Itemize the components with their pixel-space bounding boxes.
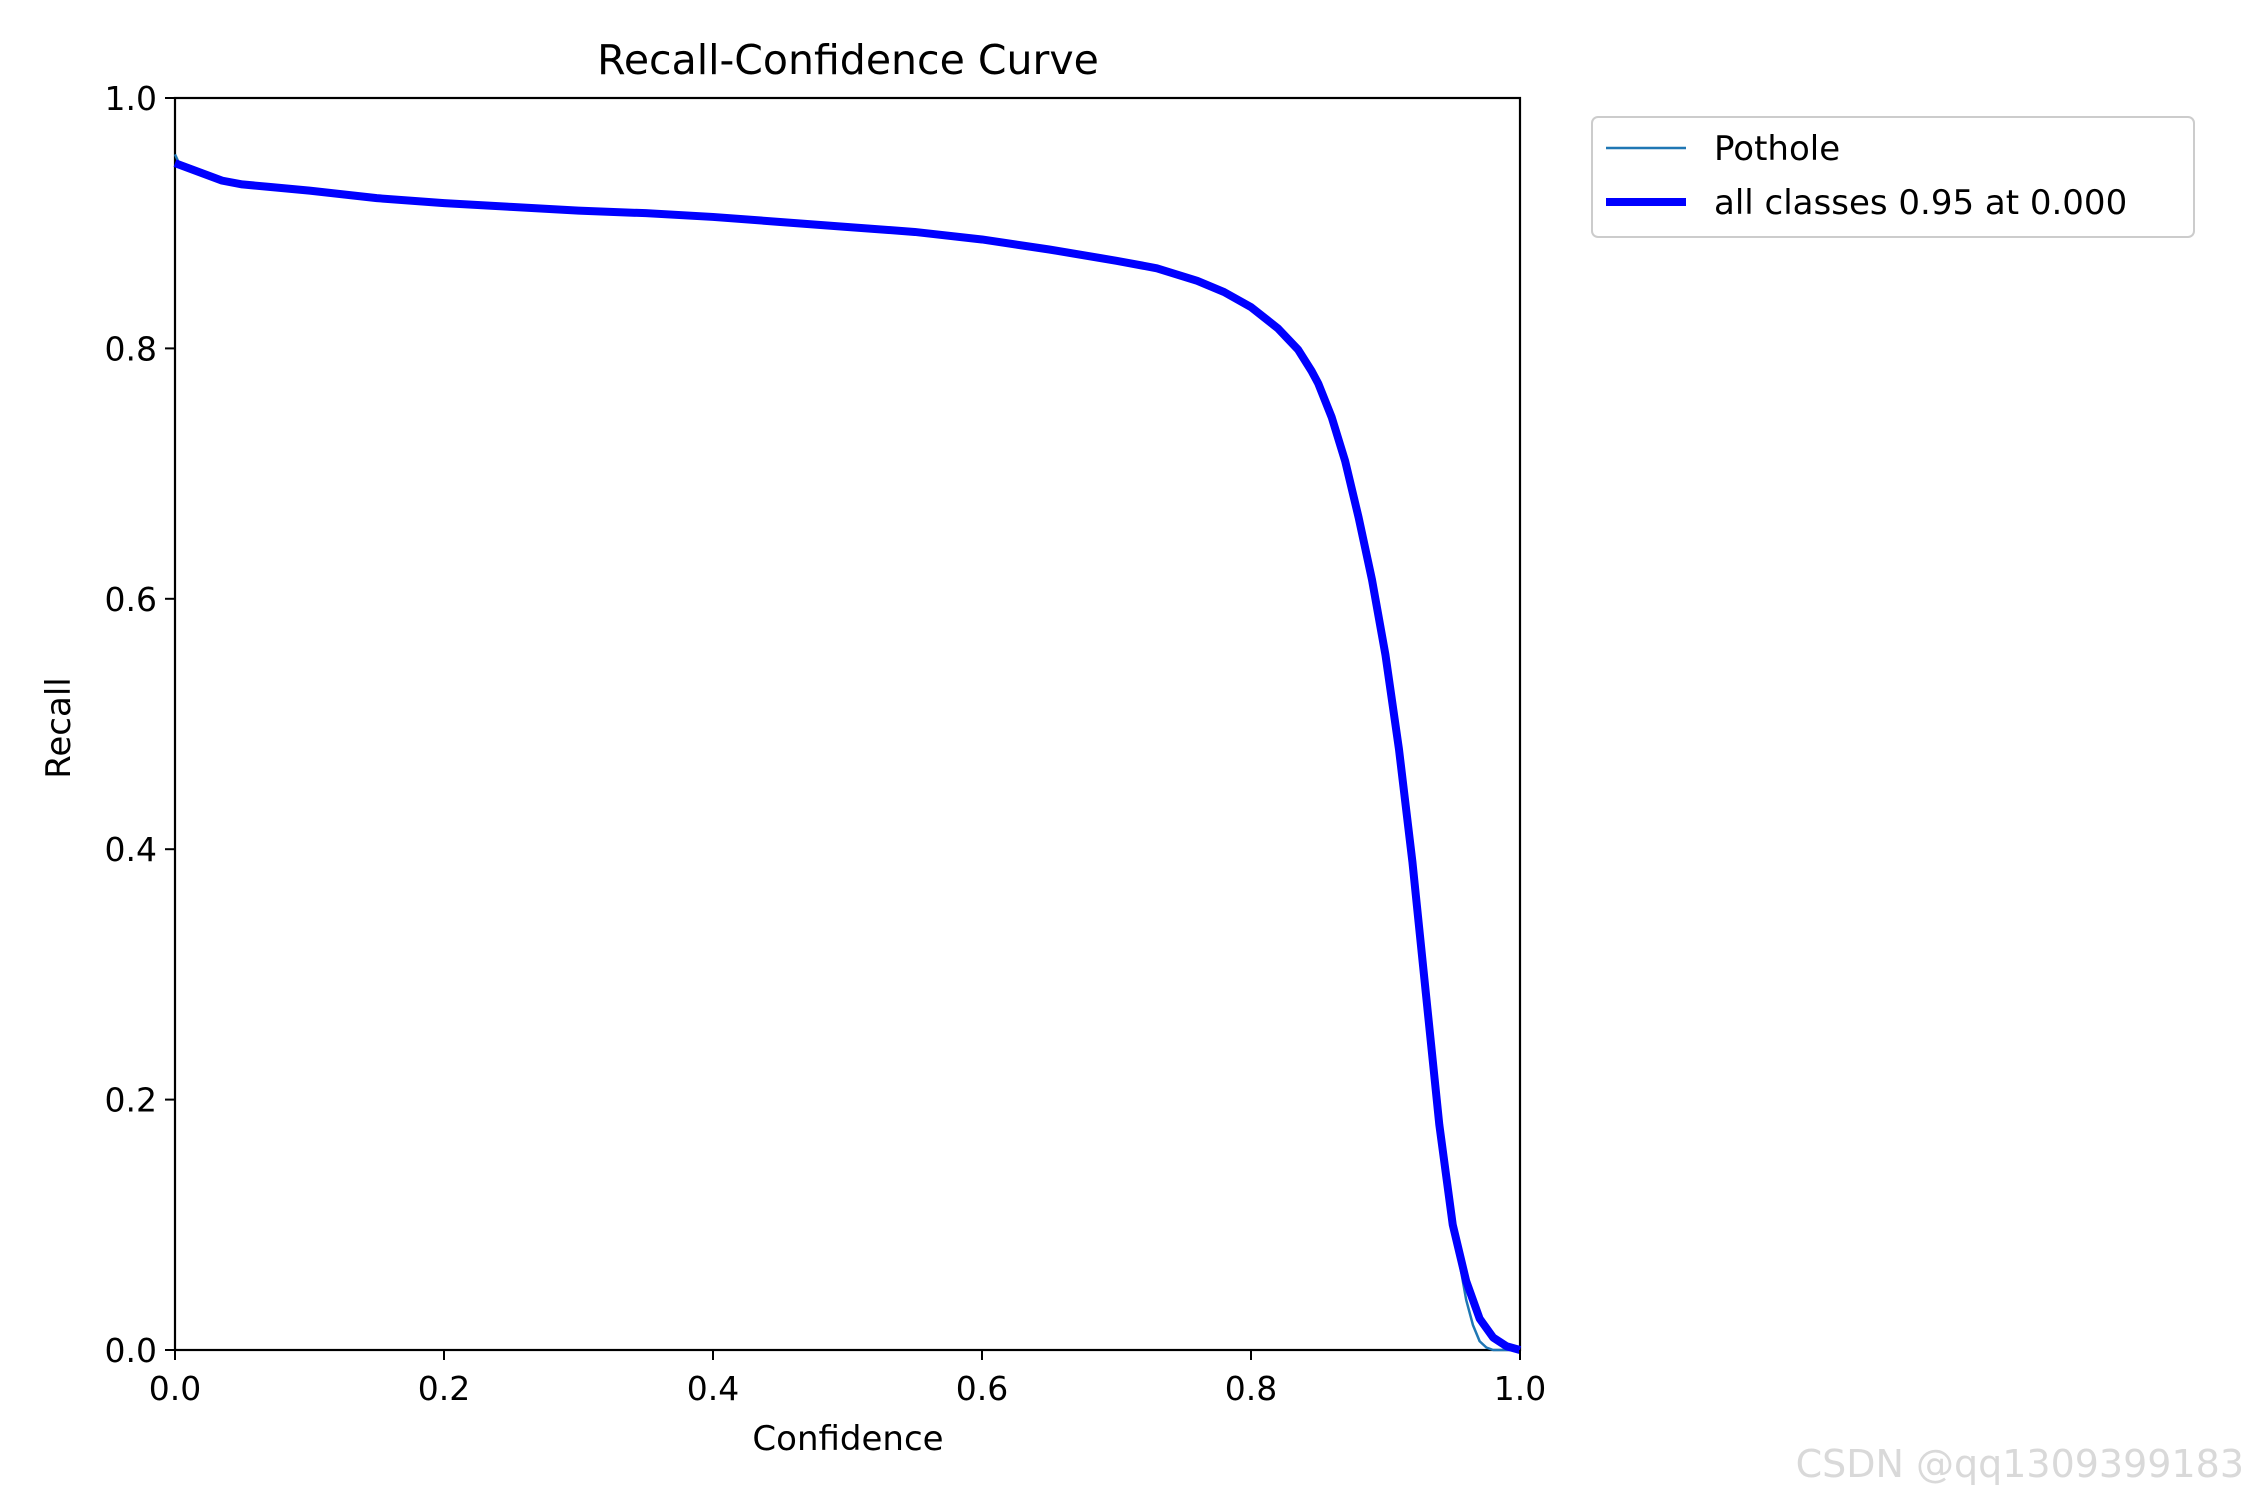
series-layer bbox=[173, 153, 1522, 1354]
x-axis-ticks: 0.0 0.2 0.4 0.6 0.8 1.0 bbox=[149, 1350, 1546, 1408]
y-tick-label: 1.0 bbox=[105, 79, 157, 118]
legend: Pothole all classes 0.95 at 0.000 bbox=[1591, 116, 2195, 238]
y-tick-label: 0.0 bbox=[105, 1331, 157, 1370]
series-line-all-classes bbox=[173, 159, 1522, 1354]
x-tick-label: 0.8 bbox=[1225, 1369, 1277, 1408]
y-axis-label: Recall bbox=[39, 677, 79, 778]
watermark: CSDN @qq1309399183 bbox=[1796, 1442, 2244, 1486]
y-tick-label: 0.2 bbox=[105, 1081, 157, 1120]
x-tick-label: 0.0 bbox=[149, 1369, 201, 1408]
legend-label-all-classes: all classes 0.95 at 0.000 bbox=[1714, 183, 2127, 223]
plot-area bbox=[173, 96, 1522, 1354]
x-axis-label: Confidence bbox=[752, 1419, 943, 1459]
x-tick-label: 0.6 bbox=[956, 1369, 1008, 1408]
x-tick-label: 0.2 bbox=[418, 1369, 470, 1408]
legend-box bbox=[1591, 116, 2195, 238]
x-tick-label: 0.4 bbox=[687, 1369, 739, 1408]
x-tick-label: 1.0 bbox=[1494, 1369, 1546, 1408]
y-tick-label: 0.4 bbox=[105, 830, 157, 869]
y-tick-label: 0.8 bbox=[105, 329, 157, 368]
plot-frame bbox=[173, 96, 1522, 1352]
y-axis-ticks: 0.0 0.2 0.4 0.6 0.8 1.0 bbox=[105, 79, 175, 1370]
chart-title: Recall-Confidence Curve bbox=[597, 36, 1099, 84]
y-tick-label: 0.6 bbox=[105, 580, 157, 619]
legend-label-pothole: Pothole bbox=[1714, 129, 1840, 169]
legend-items: Pothole all classes 0.95 at 0.000 bbox=[1606, 129, 2127, 223]
